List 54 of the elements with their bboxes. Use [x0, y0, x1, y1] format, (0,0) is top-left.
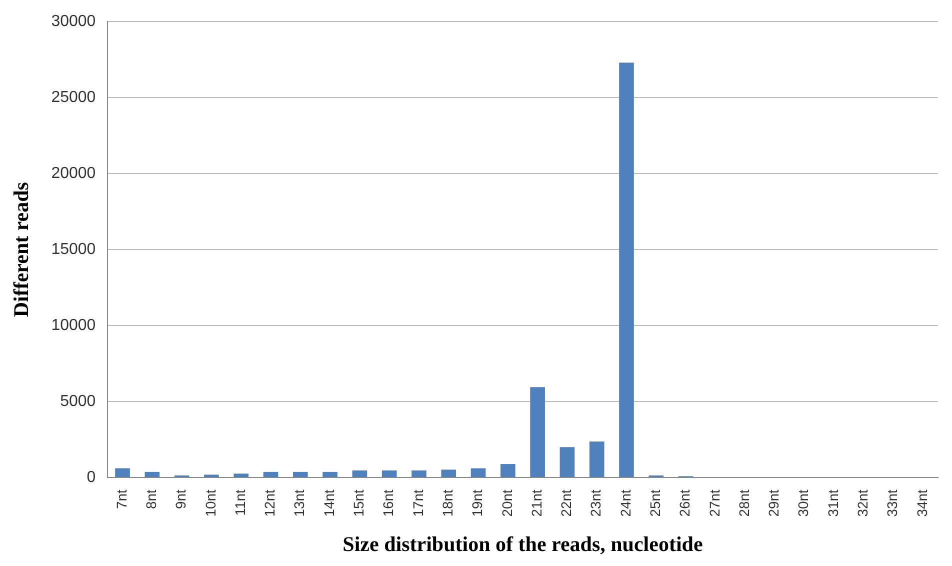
x-tick-label: 19nt	[469, 489, 486, 517]
bar	[144, 472, 160, 478]
y-tick-label: 0	[86, 468, 96, 486]
x-tick-label: 26nt	[676, 489, 693, 517]
y-tick-label: 30000	[51, 13, 96, 30]
x-tick-label: 29nt	[766, 489, 782, 517]
x-tick-label: 10nt	[202, 489, 218, 517]
x-tick-label: 32nt	[854, 489, 871, 517]
bar	[204, 474, 219, 478]
bar	[530, 387, 545, 478]
bar	[441, 470, 456, 478]
x-tick-label: 28nt	[736, 489, 752, 517]
y-tick-label: 20000	[51, 164, 96, 182]
y-tick-label: 5000	[60, 392, 96, 410]
x-tick-label: 7nt	[113, 489, 130, 510]
bar	[589, 442, 604, 478]
bar	[382, 470, 397, 478]
x-tick-label: 11nt	[232, 489, 248, 516]
x-tick-label: 23nt	[588, 489, 604, 517]
bar	[115, 468, 130, 478]
x-tick-label: 18nt	[439, 489, 456, 517]
x-tick-label: 8nt	[143, 489, 160, 510]
y-tick-label: 15000	[51, 240, 96, 258]
bar	[234, 474, 249, 478]
x-tick-label: 31nt	[824, 489, 841, 517]
bar	[352, 470, 368, 478]
bar	[412, 470, 426, 478]
y-tick-label: 25000	[51, 89, 96, 106]
bar	[470, 468, 486, 478]
x-tick-label: 16nt	[380, 489, 396, 517]
x-tick-label: 13nt	[291, 489, 308, 517]
bar	[322, 472, 338, 478]
x-tick-label: 22nt	[558, 489, 574, 517]
x-tick-label: 27nt	[706, 489, 722, 517]
x-tick-label: 14nt	[320, 489, 337, 517]
x-tick-label: 17nt	[410, 489, 426, 517]
x-tick-label: 30nt	[795, 489, 812, 517]
bar	[263, 472, 278, 478]
x-tick-label: 21nt	[528, 489, 544, 517]
bar	[560, 447, 575, 478]
x-axis-title: Size distribution of the reads, nucleotide	[342, 532, 703, 556]
x-tick-label: 24nt	[617, 489, 634, 517]
bar	[619, 62, 634, 478]
x-tick-label: 20nt	[498, 489, 515, 517]
x-tick-label: 33nt	[884, 489, 900, 517]
y-tick-label: 10000	[51, 316, 96, 334]
x-tick-label: 12nt	[262, 489, 278, 517]
x-tick-label: 34nt	[914, 489, 930, 517]
bar	[500, 464, 516, 478]
x-tick-label: 25nt	[647, 489, 663, 517]
bar	[292, 472, 308, 478]
x-tick-label: 9nt	[172, 489, 189, 510]
x-tick-label: 15nt	[350, 489, 367, 517]
y-axis-title: Different reads	[9, 182, 34, 318]
